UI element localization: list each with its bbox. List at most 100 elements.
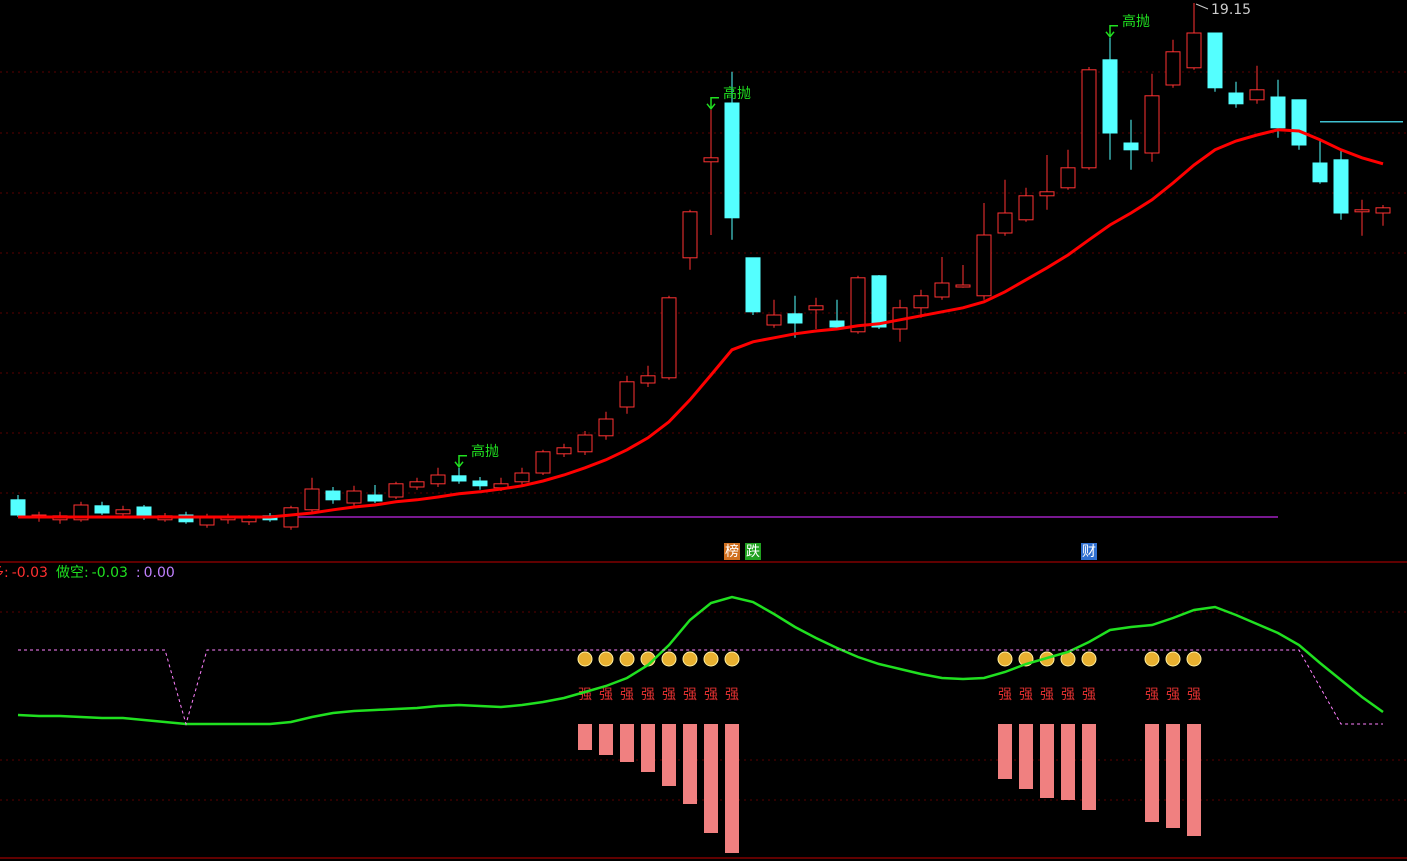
money-bag: [619, 651, 635, 667]
annotation: 高抛: [723, 85, 751, 102]
signal-label: 强: [1166, 687, 1180, 703]
candle-body: [1333, 159, 1349, 214]
price-label: 19.15: [1211, 2, 1251, 18]
candle-body: [283, 507, 299, 528]
candle-body: [997, 212, 1013, 234]
candle-body: [409, 481, 425, 488]
tag-box: [1081, 543, 1097, 560]
money-bag: [1186, 651, 1202, 667]
signal-label: 强: [662, 687, 676, 703]
bar: [641, 724, 655, 772]
candle-body: [577, 434, 593, 453]
signal-label: 强: [1187, 687, 1201, 703]
candle-body: [1165, 51, 1181, 86]
money-bag: [577, 651, 593, 667]
candle-body: [934, 282, 950, 298]
signal-label: 强: [641, 687, 655, 703]
bar: [725, 724, 739, 853]
candle-body: [787, 313, 803, 324]
candle-body: [619, 381, 635, 408]
moving-average: [18, 128, 1384, 519]
annotation: 高抛: [1122, 13, 1150, 30]
bar: [1040, 724, 1054, 798]
bar: [578, 724, 592, 750]
candle-body: [1102, 59, 1118, 134]
candle-body: [430, 474, 446, 485]
candle-body: [514, 472, 530, 483]
candle-body: [535, 451, 551, 474]
indicator-line: [17, 595, 1384, 726]
money-bag: [703, 651, 719, 667]
candle-body: [346, 490, 362, 504]
candle-body: [1123, 142, 1139, 151]
signal-label: 强: [704, 687, 718, 703]
money-bag: [724, 651, 740, 667]
candle-body: [808, 305, 824, 311]
bar: [683, 724, 697, 804]
candle-body: [976, 234, 992, 297]
candle-body: [955, 284, 971, 288]
money-bag: [661, 651, 677, 667]
candle-body: [325, 490, 341, 501]
candle-body: [1249, 89, 1265, 101]
money-bag: [598, 651, 614, 667]
candle-body: [1081, 69, 1097, 169]
signal-label: 强: [1019, 687, 1033, 703]
bar: [704, 724, 718, 833]
money-bag: [682, 651, 698, 667]
readout-name: :: [136, 565, 141, 581]
readout-value: -0.03: [12, 565, 48, 581]
money-bag: [1165, 651, 1181, 667]
signal-label: 强: [1082, 687, 1096, 703]
candle-body: [1186, 32, 1202, 69]
candle-body: [451, 475, 467, 482]
tag: 榜: [725, 543, 739, 560]
candle-body: [871, 275, 887, 328]
indicator-line: [18, 649, 1383, 726]
money-bag: [1144, 651, 1160, 667]
candle-body: [556, 447, 572, 455]
candle-body: [94, 505, 110, 514]
readout-name: 做空:: [56, 565, 89, 581]
candle-body: [724, 102, 740, 219]
candle-body: [829, 320, 845, 328]
candle-body: [640, 375, 656, 384]
bar: [1187, 724, 1201, 836]
candle-body: [766, 314, 782, 326]
candle-body: [472, 480, 488, 487]
bar: [1166, 724, 1180, 828]
candle-body: [115, 509, 131, 515]
signal-label: 强: [1061, 687, 1075, 703]
annotation: 高抛: [471, 443, 499, 460]
candle-body: [682, 211, 698, 259]
bar: [1145, 724, 1159, 822]
signal-label: 强: [620, 687, 634, 703]
candle-body: [850, 277, 866, 333]
candle-body: [1375, 207, 1391, 214]
candle-body: [1270, 96, 1286, 129]
tag-box: [724, 543, 740, 560]
money-bag: [1081, 651, 1097, 667]
candle-body: [1207, 32, 1223, 89]
signal-label: 强: [1145, 687, 1159, 703]
signal-label: 强: [998, 687, 1012, 703]
readout-value: 0.00: [144, 565, 175, 581]
signal-label: 强: [683, 687, 697, 703]
candle-body: [703, 157, 719, 163]
candle-body: [367, 494, 383, 502]
bar: [599, 724, 613, 755]
signal-label: 强: [1040, 687, 1054, 703]
candle-body: [10, 499, 26, 516]
candle-body: [1312, 162, 1328, 183]
bar: [1019, 724, 1033, 789]
price-label-pointer: [1195, 3, 1209, 10]
candle-body: [598, 418, 614, 437]
sell-arrow: [1105, 25, 1118, 39]
signal-label: 强: [599, 687, 613, 703]
candle-body: [1354, 209, 1370, 213]
candle-body: [913, 295, 929, 309]
candle-body: [1228, 92, 1244, 105]
sell-arrow: [706, 97, 719, 111]
